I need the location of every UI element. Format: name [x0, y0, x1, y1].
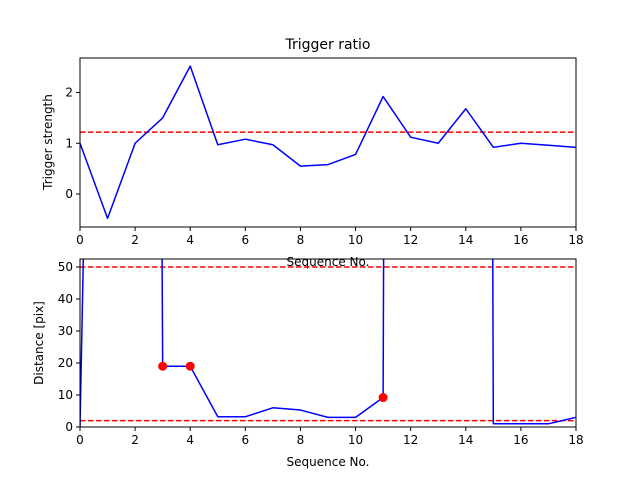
y-tick-label: 0 — [65, 187, 73, 201]
x-tick-label: 12 — [403, 233, 418, 247]
series-line — [80, 259, 576, 427]
x-tick-label: 14 — [458, 233, 473, 247]
x-tick-label: 2 — [131, 433, 139, 447]
data-point-marker — [158, 361, 168, 371]
plot-area — [80, 259, 576, 427]
x-tick-label: 18 — [568, 233, 583, 247]
data-point-marker — [378, 393, 388, 403]
x-tick-label: 16 — [513, 433, 528, 447]
plot-frame — [79, 258, 577, 428]
y-axis-label: Trigger strength — [41, 94, 55, 191]
y-tick-label: 2 — [65, 86, 73, 100]
distance-chart: Sequence No. Distance [pix] 0 2 4 6 8 10 12 14 1… — [32, 258, 584, 469]
x-axis-label: Sequence No. — [287, 455, 370, 469]
chart-title: Trigger ratio — [284, 37, 370, 53]
x-tick-label: 6 — [242, 233, 250, 247]
y-tick-label: 0 — [65, 420, 73, 434]
x-tick-label: 0 — [76, 233, 84, 247]
data-point-marker — [185, 361, 195, 371]
y-axis-label: Distance [pix] — [32, 301, 46, 385]
y-tick-label: 50 — [58, 260, 73, 274]
y-tick-label: 1 — [65, 136, 73, 150]
y-tick-label: 30 — [58, 324, 73, 338]
series-line — [80, 65, 576, 220]
y-tick-label: 40 — [58, 292, 73, 306]
plot-frame — [79, 57, 577, 228]
x-tick-label: 10 — [348, 433, 363, 447]
x-tick-label: 0 — [76, 433, 84, 447]
x-tick-label: 6 — [242, 433, 250, 447]
x-tick-label: 2 — [131, 233, 139, 247]
y-tick-label: 10 — [58, 388, 73, 402]
x-tick-label: 4 — [186, 433, 194, 447]
y-tick-label: 20 — [58, 356, 73, 370]
x-tick-label: 10 — [348, 233, 363, 247]
plot-area — [80, 65, 576, 220]
x-tick-label: 4 — [186, 233, 194, 247]
x-tick-label: 14 — [458, 433, 473, 447]
x-tick-label: 18 — [568, 433, 583, 447]
x-tick-label: 12 — [403, 433, 418, 447]
x-tick-label: 16 — [513, 233, 528, 247]
x-tick-label: 8 — [297, 433, 305, 447]
x-tick-label: 8 — [297, 233, 305, 247]
